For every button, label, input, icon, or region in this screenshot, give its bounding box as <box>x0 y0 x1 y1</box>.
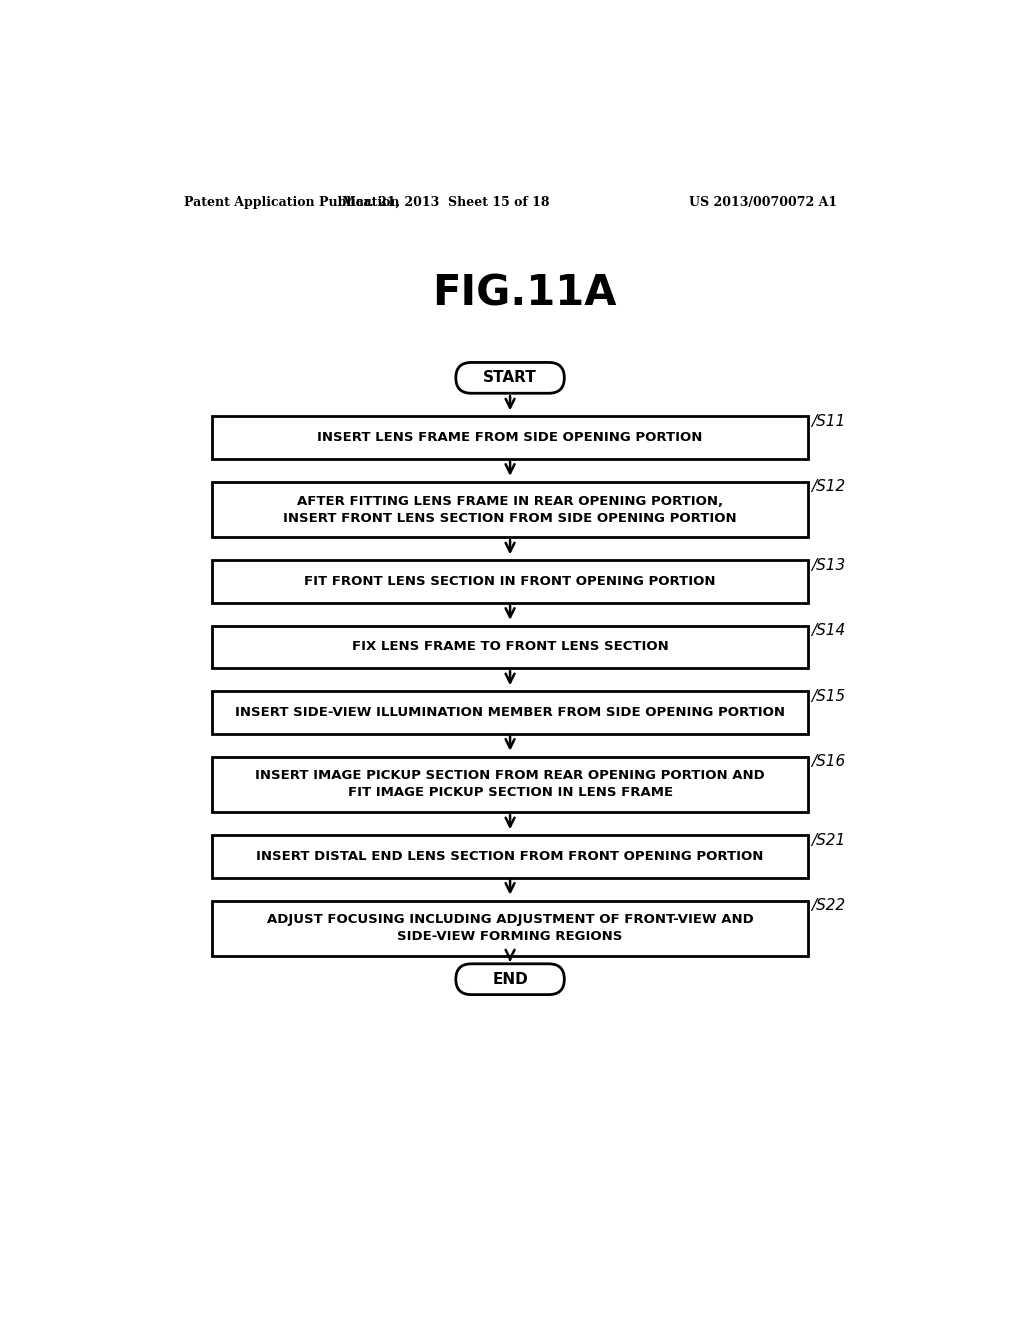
Text: /S15: /S15 <box>811 689 845 704</box>
Text: FIG.11A: FIG.11A <box>432 272 617 314</box>
Text: /S13: /S13 <box>811 558 845 573</box>
FancyBboxPatch shape <box>456 964 564 995</box>
Bar <box>212 692 809 734</box>
Text: ADJUST FOCUSING INCLUDING ADJUSTMENT OF FRONT-VIEW AND
SIDE-VIEW FORMING REGIONS: ADJUST FOCUSING INCLUDING ADJUSTMENT OF … <box>266 913 754 944</box>
Bar <box>212 626 809 668</box>
Text: /S14: /S14 <box>811 623 845 639</box>
Text: /S11: /S11 <box>811 414 845 429</box>
Text: /S22: /S22 <box>811 899 845 913</box>
Bar <box>212 900 809 956</box>
Bar <box>212 756 809 812</box>
Text: FIX LENS FRAME TO FRONT LENS SECTION: FIX LENS FRAME TO FRONT LENS SECTION <box>351 640 669 653</box>
Bar <box>212 560 809 603</box>
Text: /S16: /S16 <box>811 755 845 770</box>
Bar <box>212 836 809 878</box>
Text: Patent Application Publication: Patent Application Publication <box>183 195 399 209</box>
Text: /S21: /S21 <box>811 833 845 847</box>
Bar <box>212 482 809 537</box>
FancyBboxPatch shape <box>456 363 564 393</box>
Text: END: END <box>493 972 528 987</box>
Text: START: START <box>483 371 537 385</box>
Text: INSERT SIDE-VIEW ILLUMINATION MEMBER FROM SIDE OPENING PORTION: INSERT SIDE-VIEW ILLUMINATION MEMBER FRO… <box>236 706 785 719</box>
Text: Mar. 21, 2013  Sheet 15 of 18: Mar. 21, 2013 Sheet 15 of 18 <box>342 195 550 209</box>
Text: FIT FRONT LENS SECTION IN FRONT OPENING PORTION: FIT FRONT LENS SECTION IN FRONT OPENING … <box>304 576 716 587</box>
Text: INSERT LENS FRAME FROM SIDE OPENING PORTION: INSERT LENS FRAME FROM SIDE OPENING PORT… <box>317 432 702 444</box>
Text: INSERT IMAGE PICKUP SECTION FROM REAR OPENING PORTION AND
FIT IMAGE PICKUP SECTI: INSERT IMAGE PICKUP SECTION FROM REAR OP… <box>255 770 765 800</box>
Text: /S12: /S12 <box>811 479 845 495</box>
Text: AFTER FITTING LENS FRAME IN REAR OPENING PORTION,
INSERT FRONT LENS SECTION FROM: AFTER FITTING LENS FRAME IN REAR OPENING… <box>284 495 737 524</box>
Text: US 2013/0070072 A1: US 2013/0070072 A1 <box>689 195 838 209</box>
Bar <box>212 416 809 459</box>
Text: INSERT DISTAL END LENS SECTION FROM FRONT OPENING PORTION: INSERT DISTAL END LENS SECTION FROM FRON… <box>256 850 764 863</box>
